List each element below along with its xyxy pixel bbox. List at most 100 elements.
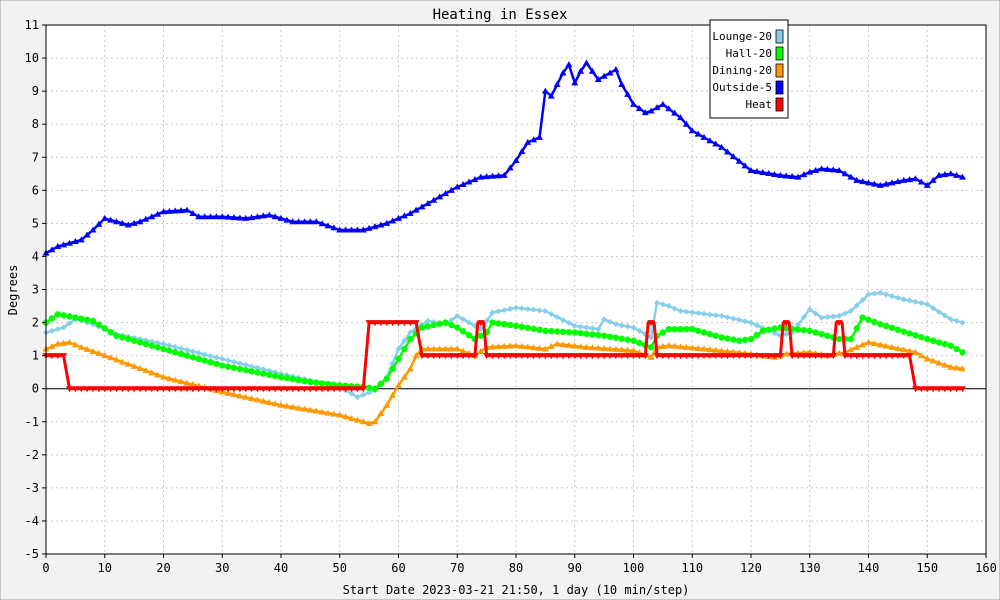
data-point [941, 312, 948, 319]
data-point [371, 385, 379, 392]
data-point [248, 214, 256, 221]
data-point [706, 330, 714, 338]
data-point [483, 353, 491, 360]
data-point [207, 359, 214, 366]
data-point [530, 306, 537, 313]
data-point [894, 345, 902, 352]
data-point [888, 179, 896, 186]
data-point [148, 386, 156, 393]
data-point [647, 353, 655, 360]
data-point [929, 337, 937, 344]
data-point [794, 173, 802, 180]
x-tick-label: 160 [975, 561, 997, 575]
data-point [606, 353, 614, 360]
data-point [283, 374, 291, 382]
data-point [395, 355, 402, 363]
data-point [172, 344, 179, 351]
data-point [870, 353, 878, 360]
data-point [212, 213, 220, 220]
data-point [406, 320, 414, 327]
data-point [735, 157, 743, 164]
data-point [636, 339, 643, 347]
data-point [524, 343, 532, 350]
data-point [283, 216, 291, 223]
data-point [588, 353, 596, 360]
data-point [612, 345, 620, 352]
data-point [289, 375, 296, 383]
data-point [489, 353, 496, 360]
data-point [794, 326, 802, 333]
data-point [60, 241, 68, 248]
data-point [536, 353, 543, 360]
data-point [225, 357, 232, 364]
data-point [254, 213, 261, 220]
data-point [171, 207, 179, 214]
data-point [635, 353, 643, 360]
data-point [877, 289, 884, 296]
data-point [259, 386, 267, 393]
data-point [195, 355, 202, 363]
data-point [54, 311, 61, 318]
data-point [624, 336, 631, 343]
data-point [389, 391, 397, 398]
data-point [377, 380, 385, 387]
data-point [953, 345, 960, 353]
data-point [894, 178, 902, 185]
data-point [518, 342, 526, 349]
data-point [923, 386, 931, 393]
x-tick-label: 70 [450, 561, 464, 575]
data-point [254, 369, 261, 376]
data-point [301, 218, 308, 225]
data-point [730, 315, 737, 322]
data-point [818, 314, 825, 321]
data-point [876, 181, 884, 188]
data-point [60, 353, 68, 360]
data-point [671, 305, 678, 312]
data-point [512, 353, 520, 360]
data-point [166, 347, 173, 354]
data-point [248, 368, 255, 375]
data-point [783, 324, 790, 332]
data-point [189, 386, 197, 393]
data-point [665, 325, 672, 333]
data-point [201, 386, 209, 393]
data-point [718, 347, 726, 354]
data-point [594, 76, 602, 83]
data-point [477, 173, 485, 180]
data-point [530, 353, 538, 360]
data-point [401, 337, 408, 344]
data-point [494, 353, 502, 360]
data-point [518, 147, 526, 154]
data-point [929, 386, 937, 393]
data-point [436, 193, 444, 200]
data-point [524, 324, 531, 332]
data-point [624, 353, 632, 360]
data-point [448, 321, 455, 329]
data-point [953, 386, 961, 393]
data-point [700, 345, 708, 352]
data-point [677, 307, 684, 314]
data-point [553, 328, 561, 335]
data-point [765, 353, 773, 360]
data-point [630, 353, 637, 360]
data-point [395, 346, 402, 353]
data-point [107, 354, 115, 361]
data-point [871, 290, 878, 297]
data-point [306, 386, 314, 393]
data-point [136, 339, 144, 346]
data-point [353, 386, 361, 393]
data-point [113, 332, 120, 339]
legend-label: Hall-20 [726, 47, 772, 60]
x-tick-label: 110 [681, 561, 703, 575]
data-point [330, 386, 338, 393]
data-point [389, 320, 397, 327]
data-point [436, 320, 443, 328]
data-point [882, 180, 890, 187]
data-point [924, 335, 931, 343]
data-point [306, 218, 314, 225]
data-point [565, 353, 573, 360]
data-point [765, 169, 773, 176]
data-point [189, 348, 196, 355]
data-point [565, 341, 573, 348]
data-point [154, 371, 162, 378]
